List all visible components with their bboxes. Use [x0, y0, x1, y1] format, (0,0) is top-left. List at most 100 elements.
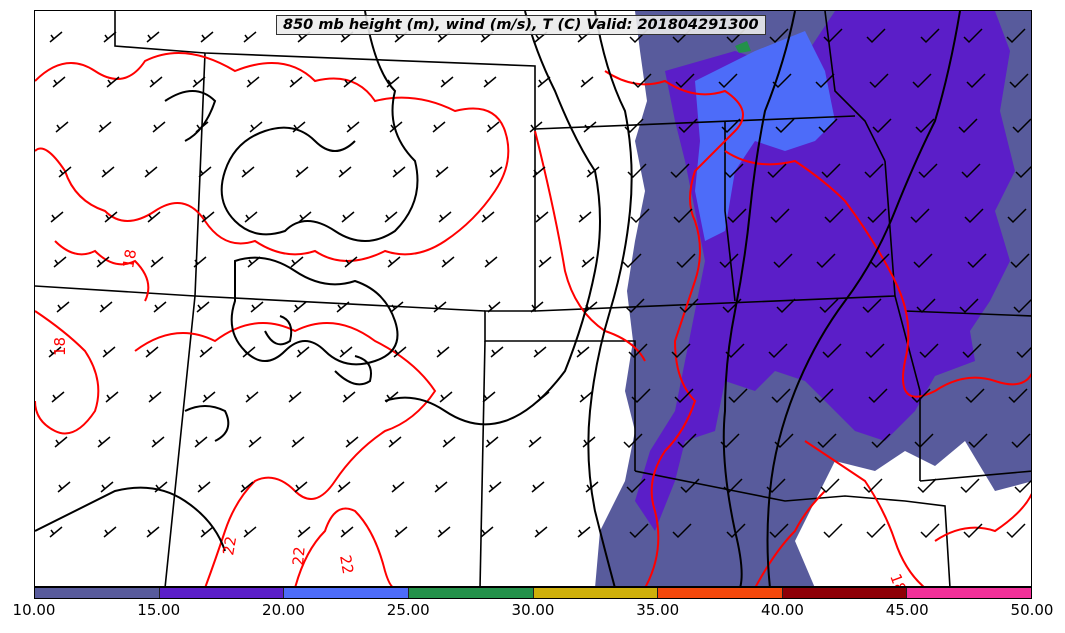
wind-barb	[910, 208, 930, 224]
colorbar-segment	[408, 588, 534, 598]
wind-barb	[767, 163, 787, 179]
wind-barb	[769, 523, 789, 539]
wind-barb	[341, 211, 355, 223]
colorbar-segment	[284, 588, 409, 598]
wind-barb	[967, 253, 987, 269]
wind-barb	[250, 301, 264, 313]
wind-barb	[385, 391, 399, 403]
wind-barb	[584, 301, 598, 313]
wind-barb	[487, 301, 501, 313]
contour-labels: 18 18 22 22 22 18	[51, 248, 910, 587]
wind-barb	[966, 73, 986, 89]
wind-barb	[49, 31, 63, 43]
wind-barb	[776, 298, 796, 314]
wind-barb	[96, 256, 110, 268]
wind-barb	[51, 391, 65, 403]
wind-barb	[630, 208, 650, 224]
wind-barb	[149, 76, 163, 88]
colorbar-tick-label: 15.00	[137, 601, 181, 619]
wind-barb	[392, 166, 406, 178]
wind-barb	[820, 478, 840, 494]
wind-barb	[627, 163, 647, 179]
wind-barb	[384, 211, 398, 223]
wind-barb	[583, 121, 597, 133]
wind-barb	[965, 388, 985, 404]
wind-barb	[623, 433, 643, 449]
wind-barb	[288, 391, 302, 403]
wind-barb	[676, 253, 696, 269]
wind-barb	[959, 298, 979, 314]
wind-barb	[200, 526, 214, 538]
wind-barb	[480, 526, 494, 538]
wind-barb	[862, 298, 882, 314]
wind-barb	[1006, 28, 1026, 44]
weather-map: 18 18 22 22 22 18	[35, 11, 1031, 587]
wind-barb	[675, 73, 695, 89]
wind-barb	[679, 298, 699, 314]
wind-barb	[772, 73, 792, 89]
wind-barb	[345, 436, 359, 448]
wind-barb	[441, 256, 455, 268]
state-borders	[35, 11, 1031, 586]
wind-barb	[488, 481, 502, 493]
wind-barb	[625, 298, 645, 314]
wind-barb	[104, 211, 118, 223]
wind-barb	[144, 166, 158, 178]
wind-barb	[774, 433, 794, 449]
wind-barb	[338, 166, 352, 178]
wind-barb	[963, 28, 983, 44]
wind-barb	[439, 391, 453, 403]
colorbar-tick-label: 40.00	[761, 601, 804, 619]
wind-barb	[628, 343, 648, 359]
contour-label: 18	[886, 571, 909, 587]
colorbar-tick-label: 35.00	[636, 601, 680, 619]
wind-barb	[343, 76, 357, 88]
colorbar-tick-label: 50.00	[1010, 601, 1054, 619]
wind-barb	[199, 346, 213, 358]
wind-barb	[490, 346, 504, 358]
colorbar-tick-label: 20.00	[262, 601, 305, 619]
wind-barb	[722, 298, 742, 314]
wind-barb	[1016, 346, 1031, 359]
wind-barb	[769, 28, 789, 44]
wind-barb	[340, 526, 354, 538]
colorbar-segment	[35, 588, 160, 598]
wind-barb	[914, 433, 934, 449]
wind-barb	[103, 526, 117, 538]
wind-barb	[49, 526, 63, 538]
wind-barb	[344, 256, 358, 268]
wind-barb	[147, 211, 161, 223]
wind-barb	[962, 343, 982, 359]
wind-barb	[916, 298, 936, 314]
colorbar-segment	[907, 588, 1031, 598]
temperature-contours	[35, 52, 1031, 586]
wind-barb	[869, 73, 889, 89]
wind-barb	[1008, 388, 1028, 404]
wind-barb	[202, 391, 216, 403]
wind-barb	[336, 301, 350, 313]
wind-barb	[240, 481, 254, 493]
wind-barb	[437, 526, 451, 538]
wind-barb	[671, 343, 691, 359]
wind-barb	[531, 481, 545, 493]
wind-barb	[821, 163, 841, 179]
wind-barb	[773, 253, 793, 269]
wind-barb	[677, 433, 697, 449]
wind-barb	[818, 118, 838, 134]
wind-barb	[723, 478, 743, 494]
wind-barb	[387, 256, 401, 268]
wind-barb	[866, 28, 886, 44]
wind-barb	[393, 346, 407, 358]
wind-barb	[585, 481, 599, 493]
wind-barb	[631, 388, 651, 404]
wind-barb	[867, 208, 887, 224]
wind-barb	[814, 388, 834, 404]
wind-barb	[1009, 73, 1029, 89]
wind-barb	[100, 481, 114, 493]
wind-barb	[913, 253, 933, 269]
wind-barb	[297, 526, 311, 538]
wind-barb	[673, 208, 693, 224]
wind-barb	[291, 436, 305, 448]
wind-barb	[295, 166, 309, 178]
map-panel: 18 18 22 22 22 18	[34, 10, 1032, 587]
